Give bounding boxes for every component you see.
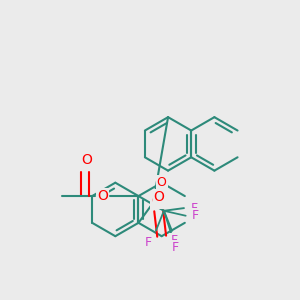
Text: O: O [154, 190, 165, 204]
Text: F: F [190, 202, 197, 214]
Text: F: F [192, 209, 199, 222]
Text: O: O [97, 189, 108, 203]
Text: F: F [170, 234, 178, 247]
Text: F: F [145, 236, 152, 249]
Text: O: O [82, 153, 92, 167]
Text: O: O [157, 176, 166, 189]
Text: F: F [172, 241, 179, 254]
Text: O: O [151, 194, 162, 208]
